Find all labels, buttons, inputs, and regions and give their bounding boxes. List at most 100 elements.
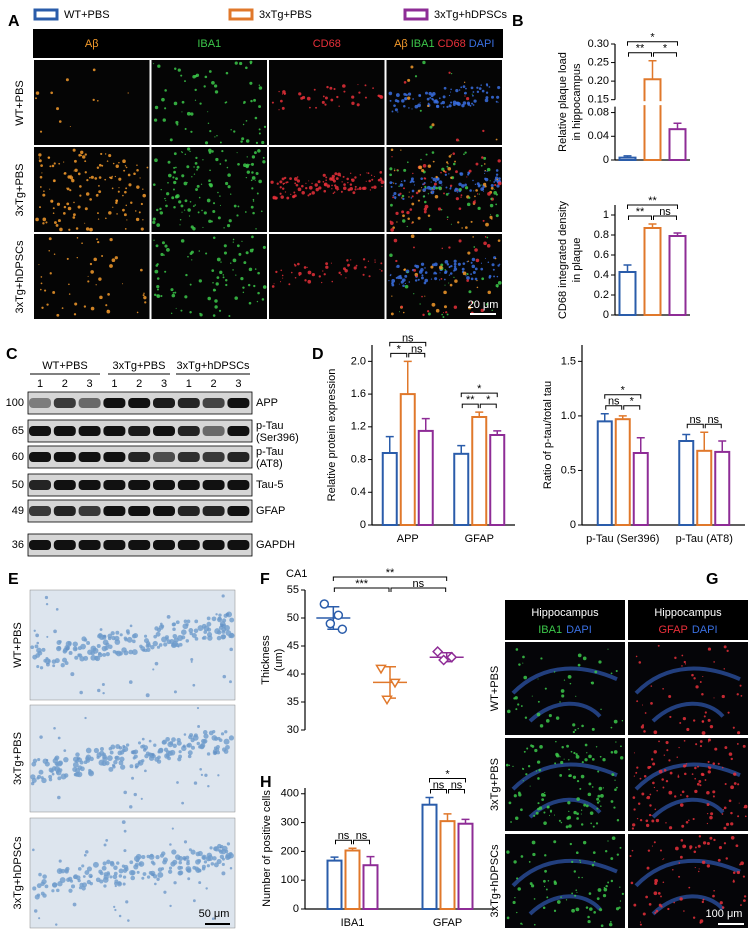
y-axis-label: Thickness <box>260 635 272 685</box>
speck <box>345 277 347 279</box>
speck <box>462 85 466 88</box>
significance-label: ** <box>636 206 645 218</box>
speck <box>156 223 161 227</box>
speck <box>637 802 641 805</box>
histology-image <box>29 704 236 813</box>
speck <box>311 191 315 195</box>
speck <box>361 186 366 190</box>
speck <box>340 190 343 193</box>
speck <box>470 261 473 264</box>
speck <box>544 687 547 690</box>
speck <box>98 185 100 187</box>
speck <box>529 785 531 787</box>
speck <box>194 162 198 165</box>
cell <box>177 645 180 648</box>
speck <box>466 97 470 101</box>
speck <box>381 185 383 188</box>
speck <box>434 195 439 199</box>
speck <box>334 185 339 190</box>
cell <box>89 881 93 886</box>
cell <box>221 845 228 852</box>
significance-label: * <box>650 32 655 44</box>
speck <box>40 288 42 291</box>
speck <box>146 166 149 169</box>
cell <box>72 761 79 768</box>
cell <box>89 756 94 762</box>
speck <box>494 183 497 187</box>
speck <box>668 826 673 830</box>
speck <box>226 166 229 169</box>
speck <box>555 716 560 720</box>
protein-label: (Ser396) <box>256 432 299 444</box>
y-tick-label: 200 <box>281 845 299 857</box>
speck <box>603 886 606 889</box>
speck <box>576 780 580 783</box>
speck <box>140 268 143 272</box>
speck <box>461 267 465 271</box>
speck <box>45 221 48 224</box>
column-header: Aβ IBA1 CD68 DAPI <box>394 38 494 50</box>
speck <box>336 95 339 99</box>
error-bar <box>682 433 691 441</box>
speck <box>721 694 725 699</box>
speck <box>418 94 422 97</box>
speck <box>659 849 663 852</box>
speck <box>205 252 208 255</box>
cell <box>178 750 182 754</box>
marker-label: 100 <box>6 397 24 409</box>
blot-band <box>227 540 250 550</box>
speck <box>359 174 362 176</box>
speck <box>257 291 260 295</box>
speck <box>537 700 540 703</box>
speck <box>581 761 584 764</box>
speck <box>192 205 195 208</box>
blot-band <box>78 452 101 462</box>
speck <box>590 822 593 825</box>
cell <box>154 882 157 886</box>
cell <box>134 765 138 769</box>
speck <box>444 270 448 273</box>
cell <box>206 616 211 621</box>
cell <box>62 649 67 654</box>
speck <box>258 132 261 135</box>
speck <box>178 200 182 204</box>
speck <box>445 193 449 196</box>
micrograph <box>269 234 385 319</box>
error-bar <box>385 435 394 453</box>
cell <box>229 617 235 623</box>
speck <box>613 750 618 754</box>
speck <box>342 84 346 88</box>
speck <box>679 897 683 901</box>
speck <box>594 670 598 674</box>
speck <box>153 239 155 241</box>
cell <box>38 872 42 877</box>
cell <box>45 602 49 606</box>
speck <box>190 130 193 133</box>
speck <box>209 169 211 172</box>
speck <box>108 154 112 158</box>
speck <box>117 190 120 193</box>
significance-label: ns <box>338 830 350 842</box>
speck <box>84 222 86 224</box>
speck <box>685 820 689 824</box>
cell <box>68 650 73 655</box>
speck <box>53 180 56 182</box>
speck <box>407 78 411 82</box>
histology-image <box>29 589 236 701</box>
panel-letter: F <box>260 571 270 588</box>
speck <box>94 177 98 180</box>
blot-band <box>128 398 151 408</box>
speck <box>444 173 448 176</box>
speck <box>579 787 582 790</box>
speck <box>698 780 702 783</box>
speck <box>740 861 744 866</box>
speck <box>241 137 245 141</box>
speck <box>663 858 665 860</box>
speck <box>324 103 327 106</box>
speck <box>738 802 740 804</box>
cell <box>85 850 89 854</box>
speck <box>575 851 579 855</box>
speck <box>458 188 462 192</box>
error-bar <box>475 411 484 417</box>
cell <box>177 870 183 876</box>
